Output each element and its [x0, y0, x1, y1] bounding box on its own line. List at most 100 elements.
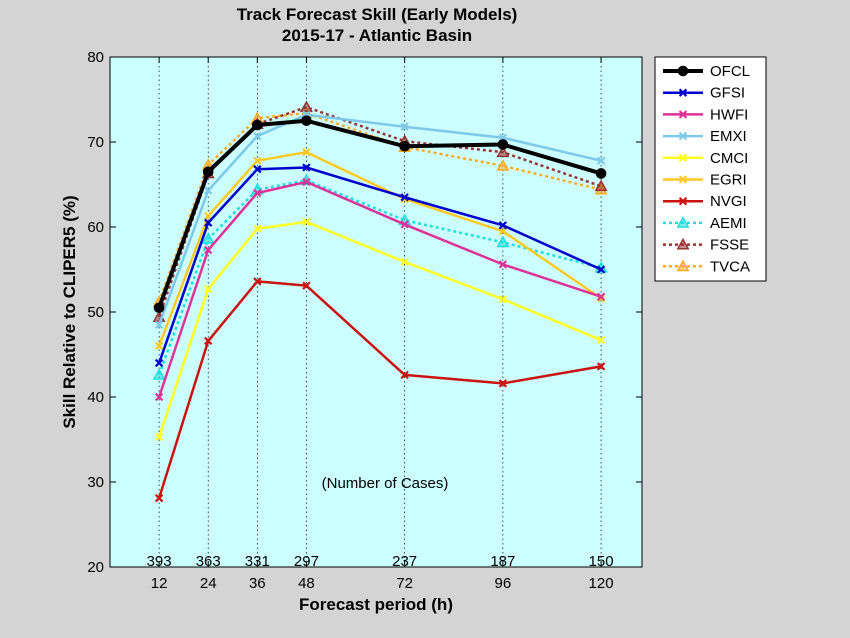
legend-label: EGRI: [710, 172, 747, 189]
data-point-emxi: [400, 122, 409, 131]
legend-label: TVCA: [710, 258, 750, 275]
series-cmci: [154, 217, 606, 442]
chart-title: Track Forecast Skill (Early Models): [237, 5, 518, 24]
x-tick-label: 96: [495, 575, 512, 592]
y-axis-label: Skill Relative to CLIPER5 (%): [60, 195, 79, 428]
data-point-cmci: [204, 284, 213, 294]
data-point-aemi: [152, 368, 166, 380]
data-point-gfsi: [498, 221, 508, 230]
data-point-egri: [302, 148, 311, 157]
data-point-ofcl: [252, 119, 263, 131]
series-lines: [152, 100, 608, 503]
data-point-aemi: [201, 232, 215, 244]
y-tick-label: 80: [87, 49, 104, 66]
data-point-cmci: [678, 153, 688, 162]
legend-label: FSSE: [710, 237, 749, 254]
legend-item-emxi: EMXI: [663, 128, 747, 145]
case-count-label: 363: [196, 553, 221, 570]
chart-subtitle: 2015-17 - Atlantic Basin: [282, 26, 472, 45]
legend-label: GFSI: [710, 85, 745, 102]
data-point-hwfi: [678, 110, 688, 119]
data-point-aemi: [676, 216, 690, 228]
data-point-hwfi: [302, 177, 311, 187]
data-point-emxi: [204, 186, 213, 195]
data-point-nvgi: [596, 362, 606, 371]
data-point-cmci: [154, 432, 164, 442]
case-count-label: 187: [490, 553, 515, 570]
data-point-nvgi: [154, 493, 164, 503]
data-point-egri: [154, 341, 164, 351]
data-point-ofcl: [497, 139, 509, 150]
data-point-cmci: [302, 217, 311, 227]
x-tick-label: 72: [396, 575, 413, 592]
data-point-cmci: [400, 257, 409, 267]
legend-item-egri: EGRI: [663, 172, 747, 189]
data-point-hwfi: [154, 392, 164, 402]
data-point-ofcl: [595, 168, 607, 179]
data-point-egri: [678, 175, 688, 184]
series-ofcl: [153, 115, 607, 314]
x-tick-label: 24: [200, 575, 217, 592]
plot-area: [109, 56, 643, 568]
legend: OFCL GFSI HWFI EMXI CMCI EGRI NVGI AEMI FSSE TVCA: [654, 56, 767, 282]
series-emxi: [154, 110, 606, 329]
series-gfsi: [154, 163, 606, 368]
data-point-tvca: [676, 259, 690, 272]
data-point-egri: [204, 211, 213, 221]
data-point-ofcl: [399, 140, 410, 152]
data-point-gfsi: [204, 218, 213, 227]
data-point-nvgi: [400, 370, 409, 380]
x-tick-label: 120: [589, 575, 614, 592]
legend-item-aemi: AEMI: [663, 215, 747, 232]
y-tick-label: 30: [87, 474, 104, 491]
axis-ticks: 12 393 24 363 36 331 48 297 72 237 96 187 120 150 20 30…: [87, 49, 642, 592]
series-hwfi: [154, 177, 606, 402]
case-count-label: 331: [245, 553, 270, 570]
case-count-label: 237: [392, 553, 417, 570]
data-point-fsse: [496, 145, 510, 158]
legend-label: HWFI: [710, 106, 748, 123]
y-tick-label: 20: [87, 559, 104, 576]
data-point-emxi: [678, 131, 688, 141]
x-axis-label: Forecast period (h): [299, 595, 453, 614]
legend-box: [654, 56, 767, 282]
legend-item-gfsi: GFSI: [663, 85, 745, 102]
data-point-cmci: [596, 335, 606, 345]
data-point-ofcl: [677, 65, 689, 77]
data-point-hwfi: [253, 188, 262, 198]
data-point-nvgi: [204, 336, 213, 346]
data-point-hwfi: [400, 220, 409, 229]
data-point-fsse: [676, 237, 690, 250]
data-point-hwfi: [596, 292, 606, 301]
data-point-nvgi: [302, 281, 311, 290]
data-point-emxi: [596, 156, 606, 165]
legend-item-fsse: FSSE: [663, 237, 749, 254]
data-point-nvgi: [498, 379, 508, 388]
legend-label: EMXI: [710, 128, 747, 145]
legend-item-ofcl: OFCL: [663, 63, 750, 80]
data-point-gfsi: [678, 88, 688, 97]
case-count-label: 393: [147, 553, 172, 570]
data-point-gfsi: [154, 358, 164, 368]
y-tick-label: 70: [87, 134, 104, 151]
y-tick-label: 50: [87, 304, 104, 321]
data-point-hwfi: [498, 260, 508, 269]
data-point-fsse: [299, 100, 313, 113]
data-point-gfsi: [400, 193, 409, 202]
data-point-aemi: [496, 235, 510, 248]
legend-label: NVGI: [710, 193, 747, 210]
legend-item-hwfi: HWFI: [663, 106, 748, 123]
y-tick-label: 60: [87, 219, 104, 236]
data-point-cmci: [498, 295, 508, 304]
data-point-emxi: [253, 131, 262, 141]
data-point-ofcl: [301, 115, 312, 127]
case-count-label: 297: [294, 553, 319, 570]
y-tick-label: 40: [87, 389, 104, 406]
data-point-hwfi: [204, 245, 213, 255]
data-point-fsse: [594, 179, 608, 192]
x-tick-label: 36: [249, 575, 266, 592]
legend-item-tvca: TVCA: [663, 258, 750, 275]
data-point-gfsi: [253, 165, 262, 174]
legend-item-cmci: CMCI: [663, 150, 748, 167]
